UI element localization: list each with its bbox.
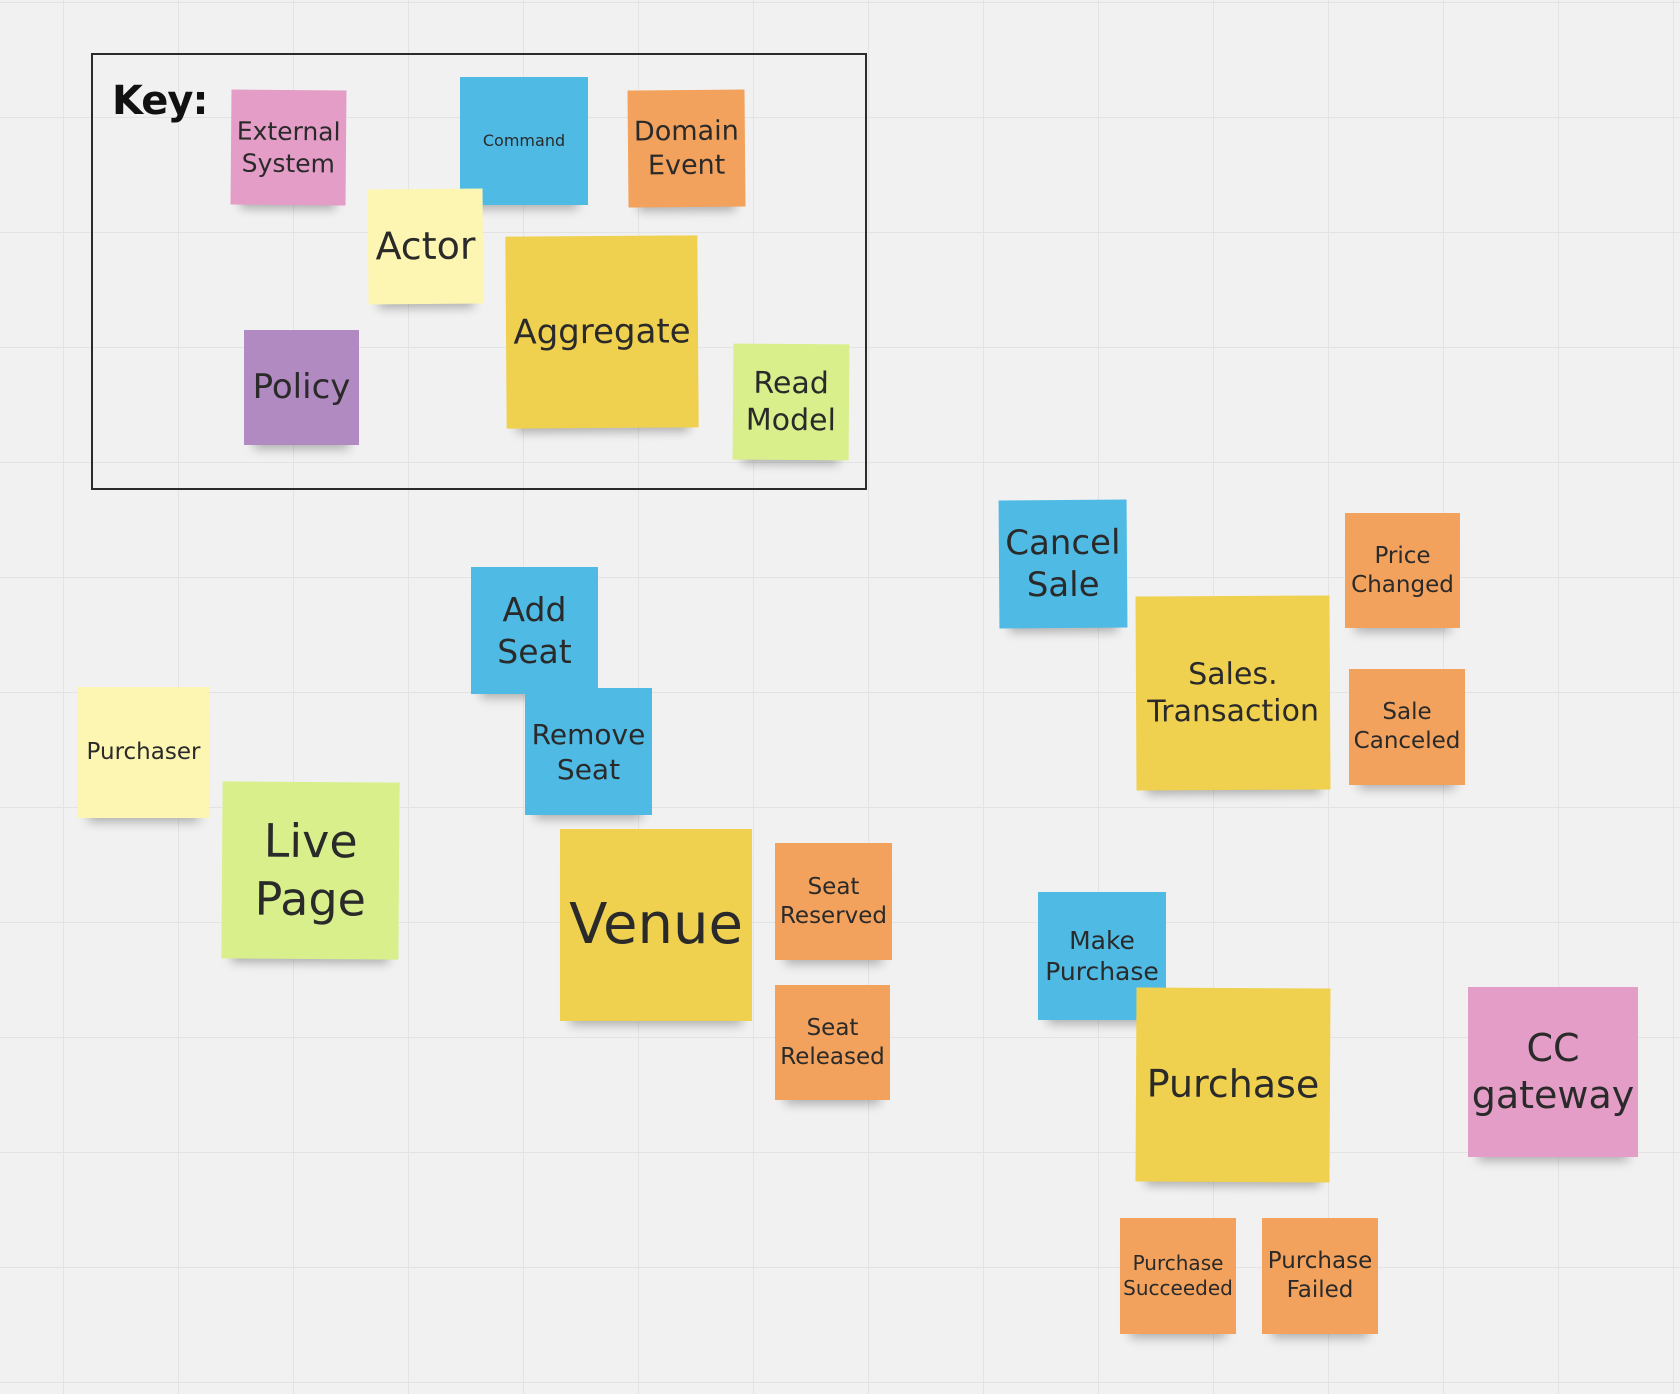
key-external-system-note[interactable]: External System (230, 89, 347, 206)
key-legend-frame (91, 53, 867, 490)
key-command-note[interactable]: Command (460, 77, 588, 205)
key-aggregate-note[interactable]: Aggregate (505, 235, 699, 429)
purchase-label: Purchase (1146, 1061, 1320, 1107)
purchase-aggregate-note[interactable]: Purchase (1135, 987, 1331, 1183)
cancel-sale-command-note[interactable]: Cancel Sale (998, 499, 1128, 629)
sale-canceled-label: Sale Canceled (1353, 699, 1461, 754)
key-domain-event-note[interactable]: Domain Event (627, 89, 746, 208)
live-page-label: Live Page (254, 813, 367, 926)
key-command-label: Command (482, 131, 566, 150)
purchase-succeeded-label: Purchase Succeeded (1123, 1251, 1233, 1300)
purchase-succeeded-event-note[interactable]: Purchase Succeeded (1120, 1218, 1236, 1334)
seat-released-label: Seat Released (780, 1014, 885, 1070)
price-changed-event-note[interactable]: Price Changed (1345, 513, 1460, 628)
price-changed-label: Price Changed (1351, 542, 1454, 598)
venue-label: Venue (569, 892, 743, 957)
seat-released-event-note[interactable]: Seat Released (775, 985, 890, 1100)
purchase-failed-label: Purchase Failed (1267, 1248, 1373, 1303)
cc-gateway-label: CC gateway (1471, 1025, 1635, 1118)
live-page-read-model-note[interactable]: Live Page (221, 781, 400, 960)
seat-reserved-label: Seat Reserved (779, 873, 888, 929)
key-title: Key: (112, 78, 208, 124)
key-policy-label: Policy (252, 367, 351, 408)
make-purchase-label: Make Purchase (1045, 925, 1159, 986)
sales-transaction-label: Sales. Transaction (1147, 656, 1319, 730)
add-seat-command-note[interactable]: Add Seat (471, 567, 598, 694)
purchaser-label: Purchaser (86, 739, 201, 766)
purchase-failed-event-note[interactable]: Purchase Failed (1262, 1218, 1378, 1334)
key-policy-note[interactable]: Policy (244, 330, 359, 445)
cancel-sale-label: Cancel Sale (1005, 522, 1121, 606)
key-actor-note[interactable]: Actor (367, 188, 484, 305)
venue-aggregate-note[interactable]: Venue (560, 829, 752, 1021)
seat-reserved-event-note[interactable]: Seat Reserved (775, 843, 892, 960)
key-read-model-label: Read Model (745, 365, 837, 439)
key-domain-event-label: Domain Event (633, 115, 739, 181)
remove-seat-label: Remove Seat (531, 717, 646, 786)
key-aggregate-label: Aggregate (513, 311, 691, 353)
key-read-model-note[interactable]: Read Model (732, 343, 850, 461)
purchaser-actor-note[interactable]: Purchaser (78, 687, 209, 818)
remove-seat-command-note[interactable]: Remove Seat (525, 688, 652, 815)
add-seat-label: Add Seat (497, 590, 572, 671)
key-actor-label: Actor (375, 223, 476, 269)
cc-gateway-external-system-note[interactable]: CC gateway (1468, 987, 1638, 1157)
sale-canceled-event-note[interactable]: Sale Canceled (1349, 669, 1465, 785)
key-external-system-label: External System (236, 116, 341, 178)
sales-transaction-aggregate-note[interactable]: Sales. Transaction (1135, 595, 1331, 791)
